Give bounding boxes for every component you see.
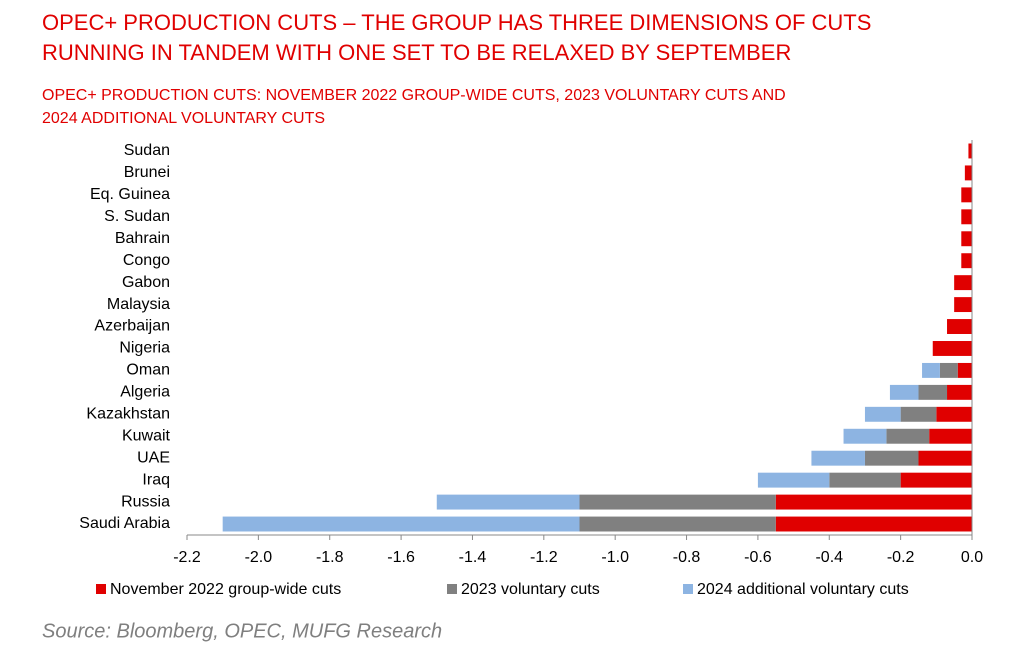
y-tick-label: Saudi Arabia — [79, 515, 170, 532]
chart-subtitle: 2024 ADDITIONAL VOLUNTARY CUTS — [42, 110, 325, 127]
legend-label: 2023 voluntary cuts — [461, 581, 600, 598]
legend-swatch — [683, 584, 693, 594]
bar-segment — [922, 362, 940, 378]
bar-segment — [954, 297, 972, 313]
y-tick-label: Sudan — [124, 142, 170, 159]
bar-segment — [889, 384, 919, 400]
y-tick-label: Gabon — [122, 274, 170, 291]
bar-segment — [579, 494, 776, 510]
x-tick-label: -0.2 — [887, 549, 915, 566]
chart-title: RUNNING IN TANDEM WITH ONE SET TO BE REL… — [42, 40, 791, 65]
bar-segment — [957, 362, 972, 378]
chart-title: OPEC+ PRODUCTION CUTS – THE GROUP HAS TH… — [42, 10, 871, 35]
y-tick-label: Iraq — [142, 471, 170, 488]
bar-segment — [947, 384, 972, 400]
chart-subtitle: OPEC+ PRODUCTION CUTS: NOVEMBER 2022 GRO… — [42, 87, 786, 104]
bar-segment — [900, 406, 937, 422]
x-tick-label: 0.0 — [961, 549, 983, 566]
bar-segment — [961, 187, 972, 203]
legend-swatch — [96, 584, 106, 594]
bar-segment — [918, 384, 948, 400]
bar-segment — [757, 472, 830, 488]
y-tick-label: Oman — [126, 362, 170, 379]
bar-segment — [811, 450, 865, 466]
y-tick-label: Kazakhstan — [86, 406, 170, 423]
y-tick-label: UAE — [137, 449, 170, 466]
y-tick-label: S. Sudan — [104, 208, 170, 225]
y-tick-label: Bahrain — [115, 230, 170, 247]
bar-segment — [936, 406, 972, 422]
y-tick-label: Nigeria — [119, 340, 170, 357]
legend-label: November 2022 group-wide cuts — [110, 581, 341, 598]
source: Source: Bloomberg, OPEC, MUFG Research — [42, 620, 442, 642]
bar-segment — [954, 275, 972, 291]
bar-segment — [918, 450, 972, 466]
bar-segment — [968, 143, 972, 159]
bar-segment — [961, 253, 972, 269]
bar-segment — [929, 428, 972, 444]
bar-segment — [864, 450, 919, 466]
y-tick-label: Brunei — [124, 164, 170, 181]
y-tick-label: Eq. Guinea — [90, 186, 170, 203]
bar-segment — [775, 516, 972, 532]
y-tick-label: Malaysia — [107, 296, 170, 313]
bar-segment — [436, 494, 580, 510]
y-tick-label: Algeria — [120, 384, 170, 401]
bar-segment — [864, 406, 901, 422]
bar-segment — [222, 516, 580, 532]
bar-segment — [829, 472, 901, 488]
bar-segment — [843, 428, 887, 444]
y-tick-label: Azerbaijan — [94, 318, 170, 335]
bar-segment — [964, 165, 972, 181]
x-tick-label: -1.6 — [387, 549, 415, 566]
bar-segment — [961, 231, 972, 247]
bar-segment — [947, 319, 972, 334]
bar-segment — [939, 362, 958, 378]
legend-label: 2024 additional voluntary cuts — [697, 581, 909, 598]
x-tick-label: -1.8 — [316, 549, 344, 566]
x-tick-label: -0.8 — [673, 549, 701, 566]
y-tick-label: Kuwait — [122, 427, 171, 444]
bar-segment — [775, 494, 972, 510]
x-tick-label: -1.0 — [601, 549, 629, 566]
x-tick-label: -1.4 — [459, 549, 487, 566]
bar-segment — [579, 516, 776, 532]
y-tick-label: Russia — [121, 493, 170, 510]
x-tick-label: -1.2 — [530, 549, 558, 566]
bar-segment — [961, 209, 972, 225]
bar-segment — [886, 428, 930, 444]
x-tick-label: -0.6 — [744, 549, 772, 566]
x-tick-label: -2.2 — [173, 549, 201, 566]
bar-segment — [900, 472, 972, 488]
y-tick-label: Congo — [123, 252, 170, 269]
bar-segment — [932, 341, 972, 356]
x-tick-label: -2.0 — [245, 549, 273, 566]
legend-swatch — [447, 584, 457, 594]
x-tick-label: -0.4 — [815, 549, 843, 566]
